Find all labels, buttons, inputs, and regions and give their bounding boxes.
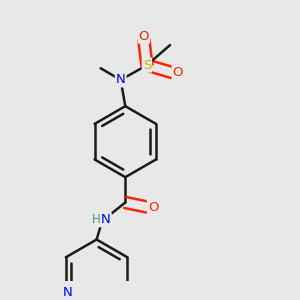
Text: O: O [148,201,158,214]
Text: H: H [92,213,100,226]
Text: N: N [62,286,72,299]
Text: O: O [172,66,183,79]
Text: S: S [143,58,151,72]
Text: N: N [116,74,126,86]
Text: N: N [101,213,111,226]
Text: O: O [139,30,149,43]
